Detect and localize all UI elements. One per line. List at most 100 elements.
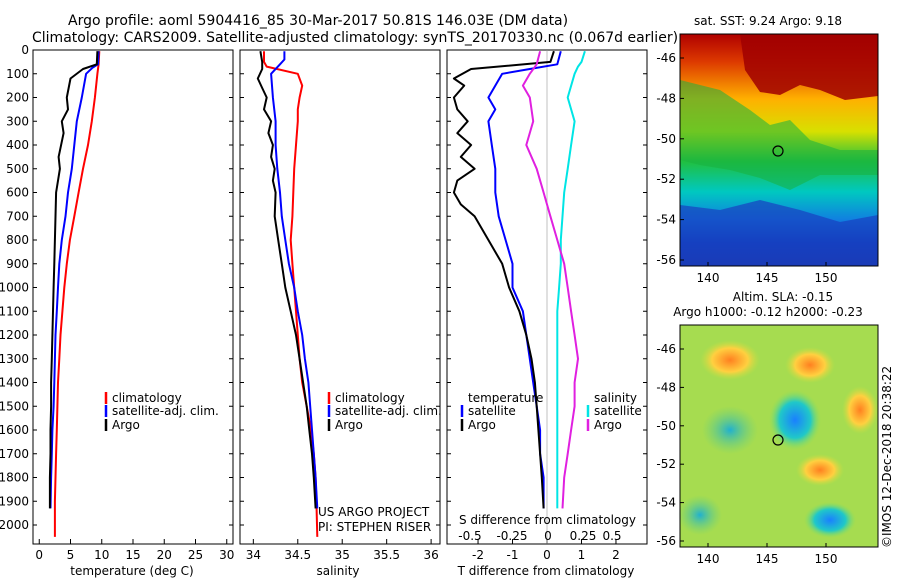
sst-map-ticks: 140 145 150 -46 -48 -50 -52 -54 -56	[656, 51, 837, 285]
difference-legend-salinity: salinity satellite Argo	[586, 391, 642, 432]
x-tick-label: 0	[35, 548, 43, 562]
x-tick-label: 2	[612, 548, 620, 562]
temperature-legend: climatology satellite-adj. clim. Argo	[104, 391, 219, 432]
sla-high-patch	[785, 347, 835, 383]
series-line-argo	[256, 51, 317, 509]
sla-low-patch	[804, 502, 856, 538]
difference-legend-temperature: temperature satellite Argo	[460, 391, 543, 432]
map-lon-label: 140	[697, 552, 720, 566]
t-difference-axis-label: T difference from climatology	[457, 564, 635, 578]
salinity-series	[256, 51, 319, 537]
sla-low-patch	[702, 406, 758, 454]
depth-tick-label: 1800	[0, 471, 29, 485]
salinity-x-ticks: 34 34.5 35 35.5 36	[246, 539, 439, 562]
map-lat-label: -54	[656, 213, 676, 227]
depth-tick-label: 300	[6, 114, 29, 128]
depth-tick-label: 1000	[0, 281, 29, 295]
map-lon-label: 150	[815, 552, 838, 566]
s-difference-ticks: -0.5 -0.25 0 0.25 0.5	[458, 529, 621, 543]
legend-label-climatology: climatology	[112, 391, 182, 405]
imos-timestamp: ©IMOS 12-Dec-2018 20:38:22	[880, 366, 894, 548]
series-line-satellite-adj-clim-	[270, 51, 319, 509]
legend-label-satellite: satellite-adj. clim.	[112, 404, 219, 418]
series-line-satellite-adj-clim-	[49, 51, 100, 509]
sla-high-patch	[796, 454, 844, 486]
series-line-s-argo	[521, 50, 579, 509]
sla-map-title-2: Argo h1000: -0.12 h2000: -0.23	[673, 305, 863, 319]
depth-tick-label: 1100	[0, 304, 29, 318]
salinity-axis-label: salinity	[316, 564, 359, 578]
legend-label-s-argo: Argo	[594, 418, 622, 432]
x-tick-label: 0	[543, 548, 551, 562]
depth-tick-labels: 0 100 200 300 400 500 600 700 800 900 1000 1100 1200…	[0, 43, 647, 532]
x-tick-label: 34	[246, 548, 261, 562]
s-difference-tick-label: -0.5	[458, 529, 481, 543]
series-line-t-argo	[452, 50, 555, 509]
x-tick-label: 35	[335, 548, 350, 562]
sla-map	[678, 324, 879, 548]
title-line-2: Climatology: CARS2009. Satellite-adjuste…	[32, 30, 678, 46]
s-difference-tick-label: 0.5	[602, 529, 621, 543]
x-tick-label: 15	[125, 548, 140, 562]
map-lat-label: -52	[656, 172, 676, 186]
depth-tick-label: 1200	[0, 328, 29, 342]
map-lat-label: -54	[656, 496, 676, 510]
depth-tick-label: 1900	[0, 494, 29, 508]
sst-green-band	[680, 80, 878, 190]
map-lat-label: -52	[656, 457, 676, 471]
series-line-argo	[48, 51, 99, 509]
map-lat-label: -50	[656, 419, 676, 433]
depth-tick-label: 0	[21, 43, 29, 57]
x-tick-label: 30	[219, 548, 234, 562]
salinity-panel	[239, 49, 441, 545]
sla-map-title-1: Altim. SLA: -0.15	[733, 290, 833, 304]
legend-title-salinity: salinity	[594, 391, 637, 405]
sla-high-patch	[700, 340, 760, 380]
project-annotation: US ARGO PROJECT	[318, 505, 430, 519]
sst-argo-position-marker	[772, 145, 784, 157]
temperature-series	[48, 51, 101, 537]
sla-low-patch	[678, 495, 722, 535]
x-tick-label: 36	[423, 548, 438, 562]
series-line-climatology	[263, 51, 319, 537]
sst-map-frame	[679, 33, 879, 267]
s-difference-axis-label: S difference from climatology	[459, 513, 636, 527]
sst-cold-band	[680, 200, 878, 266]
depth-tick-label: 200	[6, 91, 29, 105]
temperature-axis-label: temperature (deg C)	[70, 564, 193, 578]
sst-map	[679, 33, 879, 267]
sla-high-patch	[842, 386, 878, 434]
difference-series	[452, 50, 586, 544]
series-line-t-satellite	[487, 50, 562, 509]
x-tick-label: 10	[94, 548, 109, 562]
x-tick-label: 34.5	[284, 548, 311, 562]
legend-label-argo: Argo	[335, 418, 363, 432]
depth-tick-label: 1700	[0, 447, 29, 461]
depth-tick-label: 1500	[0, 399, 29, 413]
legend-label-s-satellite: satellite	[594, 404, 642, 418]
legend-label-t-argo: Argo	[468, 418, 496, 432]
map-lat-label: -50	[656, 132, 676, 146]
map-lat-label: -56	[656, 534, 676, 548]
x-tick-label: 20	[157, 548, 172, 562]
map-lon-label: 145	[756, 271, 779, 285]
map-lon-label: 145	[756, 552, 779, 566]
x-tick-label: 1	[578, 548, 586, 562]
depth-tick-label: 1400	[0, 376, 29, 390]
depth-tick-label: 100	[6, 67, 29, 81]
depth-tick-label: 600	[6, 186, 29, 200]
legend-label-argo: Argo	[112, 418, 140, 432]
series-line-s-satellite	[556, 50, 586, 509]
map-lat-label: -56	[656, 253, 676, 267]
x-tick-label: -2	[472, 548, 484, 562]
map-lat-label: -46	[656, 51, 676, 65]
legend-label-t-satellite: satellite	[468, 404, 516, 418]
x-tick-label: 5	[67, 548, 75, 562]
sla-low-patch	[769, 390, 821, 450]
sla-map-frame	[679, 324, 879, 548]
x-tick-label: -1	[507, 548, 519, 562]
depth-tick-label: 2000	[0, 518, 29, 532]
depth-tick-label: 1300	[0, 352, 29, 366]
x-tick-label: 25	[188, 548, 203, 562]
